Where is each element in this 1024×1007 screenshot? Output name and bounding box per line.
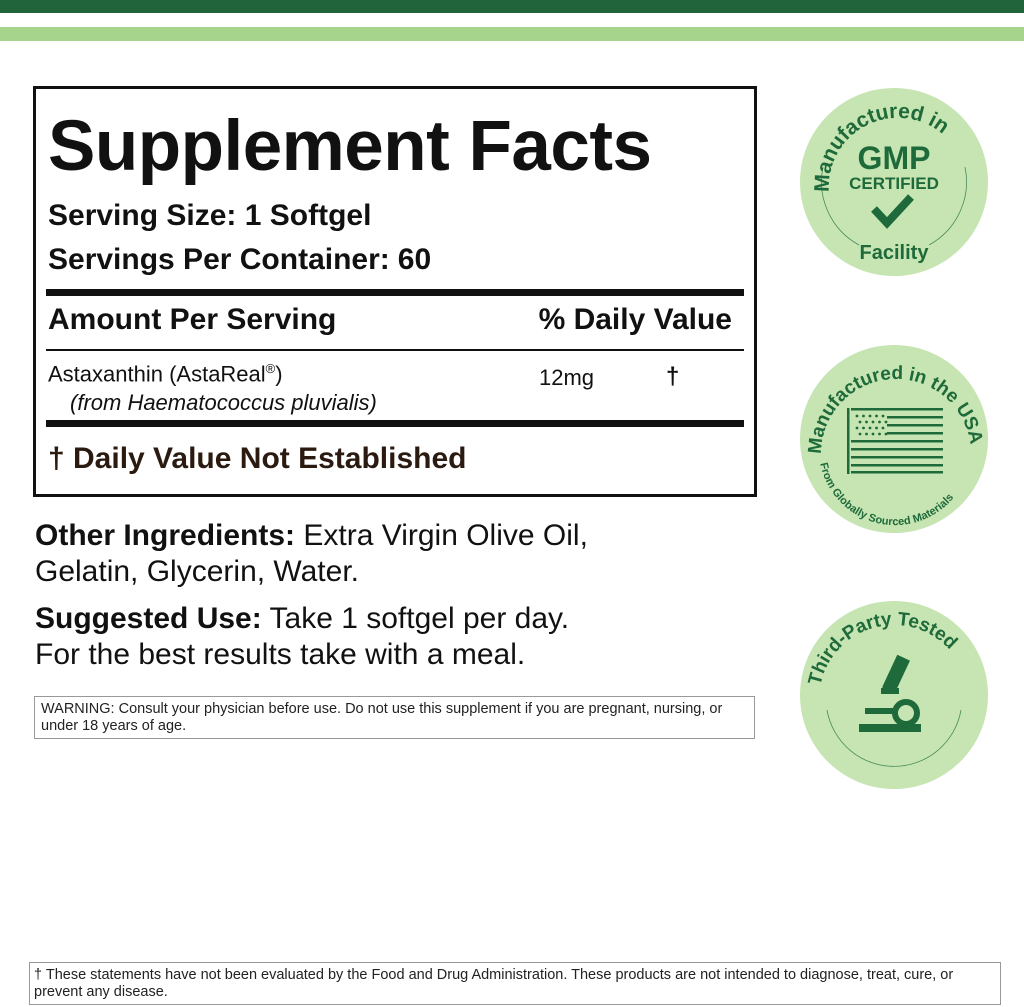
flag-star [868, 414, 872, 418]
badge-gmp-sub: CERTIFIED [849, 174, 939, 193]
registered-mark: ® [265, 361, 276, 376]
supplement-facts-panel: Supplement Facts Serving Size: 1 Softgel… [33, 86, 757, 497]
flag-star [862, 414, 865, 418]
dv-note: † Daily Value Not Established [48, 442, 467, 475]
usa-badge: Manufactured in the USA From Globally So… [800, 345, 988, 533]
facts-title: Supplement Facts [48, 107, 652, 186]
flag-star [865, 432, 868, 436]
other-ingredients-text: Extra Virgin Olive Oil, [295, 519, 588, 552]
flag-star [862, 426, 865, 430]
other-ingredients-label: Other Ingredients: [35, 519, 296, 552]
other-ingredients: Other Ingredients: Extra Virgin Olive Oi… [35, 518, 588, 590]
top-dark-stripe [0, 0, 1024, 13]
dv-header: % Daily Value [538, 303, 732, 336]
flag-star [855, 426, 859, 430]
divider [46, 289, 744, 296]
amount-header: Amount Per Serving [48, 303, 337, 336]
flag-star [875, 426, 878, 430]
suggested-use: Suggested Use: Take 1 softgel per day. F… [35, 601, 569, 673]
flag-star [884, 432, 888, 436]
flag-star [858, 432, 862, 436]
top-light-stripe [0, 27, 1024, 41]
flag-star [865, 420, 868, 424]
divider [46, 420, 744, 427]
us-flag-icon [847, 408, 943, 474]
flag-star [858, 420, 862, 424]
checkmark-icon [871, 194, 914, 229]
flag-star [855, 414, 859, 418]
third-party-tested-badge: Third-Party Tested [800, 601, 988, 789]
flag-star [881, 426, 885, 430]
servings-per-container: Servings Per Container: 60 [48, 243, 431, 277]
flag-star [871, 432, 875, 436]
microscope-icon [859, 654, 921, 732]
ingredient-name: Astaxanthin (AstaReal®) [48, 361, 283, 387]
other-ingredients-text: Gelatin, Glycerin, Water. [35, 555, 359, 588]
ingredient-source: (from Haematococcus pluvialis) [70, 390, 377, 415]
ingredient-name-text: Astaxanthin (AstaReal [48, 361, 266, 387]
serving-size: Serving Size: 1 Softgel [48, 199, 372, 232]
ingredient-amount: 12mg [539, 365, 595, 390]
badge-gmp-bottom: Facility [860, 242, 930, 264]
flag-star [881, 414, 885, 418]
servings-value: 60 [397, 243, 432, 276]
suggested-use-text: Take 1 softgel per day. [261, 602, 570, 635]
gmp-badge: Manufactured in GMP CERTIFIED Facility [800, 88, 988, 276]
warning-box: WARNING: Consult your physician before u… [34, 696, 755, 739]
suggested-use-text: For the best results take with a meal. [35, 638, 526, 671]
flag-star [884, 420, 888, 424]
flag-star [878, 420, 881, 424]
ingredient-name-end: ) [275, 361, 283, 387]
divider [46, 349, 744, 351]
fda-disclaimer: † These statements have not been evaluat… [29, 962, 1001, 1005]
flag-star [875, 414, 878, 418]
suggested-use-label: Suggested Use: [35, 602, 262, 635]
flag-star [868, 426, 872, 430]
flag-star [871, 420, 875, 424]
badge-gmp-main: GMP [858, 140, 931, 176]
ingredient-dv: † [666, 363, 680, 390]
flag-star [878, 432, 881, 436]
servings-label: Servings Per Container: [48, 243, 390, 276]
